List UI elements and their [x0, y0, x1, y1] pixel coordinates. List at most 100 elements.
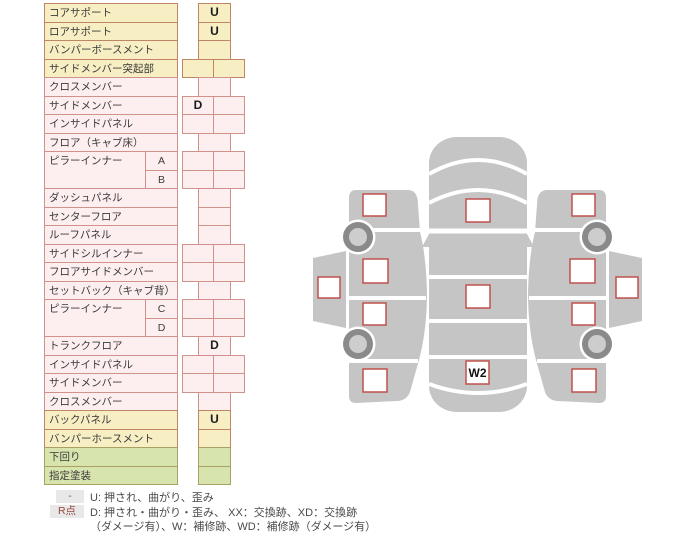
table-row: サイドメンバー D: [44, 95, 246, 115]
pillar-sub-row: A: [145, 151, 246, 171]
damage-cell[interactable]: [213, 317, 245, 337]
damage-cells: D: [182, 336, 246, 356]
damage-cells: [182, 114, 246, 134]
damage-cell[interactable]: [182, 114, 214, 134]
damage-cell[interactable]: [213, 95, 245, 115]
legend-line-d2: （ダメージ有）、W：補修跡、WD：補修跡（ダメージ有）: [90, 521, 377, 533]
table-row: バックパネル U: [44, 410, 246, 430]
damage-cell[interactable]: [182, 262, 214, 282]
damage-cells: [182, 40, 246, 60]
damage-cell[interactable]: [213, 373, 245, 393]
damage-cell[interactable]: [182, 243, 214, 263]
damage-cell[interactable]: [198, 77, 231, 97]
damage-cell[interactable]: [213, 169, 245, 189]
part-label: バンパーボースメント: [44, 40, 178, 60]
pillar-sub-row: C: [145, 299, 246, 319]
damage-cells: [182, 58, 246, 78]
damage-cell[interactable]: [198, 40, 231, 60]
damage-cell[interactable]: [198, 225, 231, 245]
damage-cell[interactable]: [198, 280, 231, 300]
part-label: サイドメンバー突起部: [44, 58, 178, 78]
table-row: インサイドパネル: [44, 354, 246, 374]
damage-cell[interactable]: [182, 169, 214, 189]
damage-cell[interactable]: [213, 243, 245, 263]
damage-cells: [182, 151, 246, 171]
damage-cell[interactable]: [182, 58, 214, 78]
part-label: サイドメンバー: [44, 373, 178, 393]
damage-cell[interactable]: U: [198, 3, 231, 23]
table-row: 下回り: [44, 447, 246, 467]
table-row: ピラーインナー C D: [44, 299, 246, 337]
part-label: 下回り: [44, 447, 178, 467]
damage-cells: U: [182, 21, 246, 41]
car-side-view: [313, 190, 427, 403]
damage-cell[interactable]: [198, 206, 231, 226]
legend-key-dash: -: [56, 490, 84, 503]
damage-cells: [182, 317, 246, 337]
damage-cells: [182, 299, 246, 319]
damage-cell[interactable]: U: [198, 21, 231, 41]
damage-cell[interactable]: [213, 114, 245, 134]
table-row: トランクフロア D: [44, 336, 246, 356]
damage-cell[interactable]: [213, 354, 245, 374]
marker-top-roof[interactable]: [465, 284, 491, 309]
damage-cells: U: [182, 3, 246, 23]
marker-right-cab[interactable]: [615, 276, 639, 299]
car-diagram: W2: [313, 137, 644, 412]
damage-cells: [182, 77, 246, 97]
damage-cells: [182, 428, 246, 448]
damage-cell[interactable]: [182, 299, 214, 319]
table-row: インサイドパネル: [44, 114, 246, 134]
part-label: バックパネル: [44, 410, 178, 430]
marker-right-rear-fender[interactable]: [571, 368, 597, 393]
part-label: センターフロア: [44, 206, 178, 226]
pillar-sub-row: B: [145, 169, 246, 189]
part-label: ルーフパネル: [44, 225, 178, 245]
part-label: ロアサポート: [44, 21, 178, 41]
damage-cell[interactable]: [198, 465, 231, 485]
marker-right-rear-door[interactable]: [571, 302, 596, 326]
damage-cell[interactable]: D: [198, 336, 231, 356]
marker-left-cab[interactable]: [317, 276, 341, 299]
table-row: ルーフパネル: [44, 225, 246, 245]
damage-cell[interactable]: [198, 447, 231, 467]
damage-cell[interactable]: [213, 151, 245, 171]
damage-cell[interactable]: [198, 132, 231, 152]
right-mirror: [527, 234, 534, 247]
part-label: サイドシルインナー: [44, 243, 178, 263]
legend-key-rpoint: R点: [50, 505, 84, 518]
marker-left-rear-fender[interactable]: [362, 368, 388, 393]
damage-cell[interactable]: [182, 354, 214, 374]
damage-cell[interactable]: [198, 391, 231, 411]
part-label: 指定塗装: [44, 465, 178, 485]
damage-cell[interactable]: [182, 151, 214, 171]
part-label: セットバック（キャブ背）: [44, 280, 178, 300]
damage-cell[interactable]: [213, 262, 245, 282]
pillar-sub-label: D: [145, 317, 178, 337]
part-label: フロア（キャブ床）: [44, 132, 178, 152]
pillar-sub-label: C: [145, 299, 178, 319]
damage-cell[interactable]: [182, 373, 214, 393]
part-label: トランクフロア: [44, 336, 178, 356]
damage-cells: [182, 354, 246, 374]
damage-cell[interactable]: [213, 58, 245, 78]
damage-cell[interactable]: U: [198, 410, 231, 430]
marker-top-hood[interactable]: [465, 198, 491, 223]
damage-cells: [182, 188, 246, 208]
marker-right-front-door[interactable]: [569, 258, 596, 284]
damage-cell[interactable]: [213, 299, 245, 319]
damage-cell[interactable]: D: [182, 95, 214, 115]
pillar-sub-label: A: [145, 151, 178, 171]
marker-top-trunk[interactable]: [465, 360, 490, 385]
marker-left-front-door[interactable]: [362, 258, 389, 284]
damage-cells: [182, 262, 246, 282]
damage-cell[interactable]: [198, 188, 231, 208]
marker-right-front-fender[interactable]: [571, 193, 596, 217]
damage-cell[interactable]: [182, 317, 214, 337]
damage-cells: [182, 465, 246, 485]
damage-cell[interactable]: [198, 428, 231, 448]
marker-left-rear-door[interactable]: [362, 302, 387, 326]
marker-left-front-fender[interactable]: [362, 193, 387, 217]
